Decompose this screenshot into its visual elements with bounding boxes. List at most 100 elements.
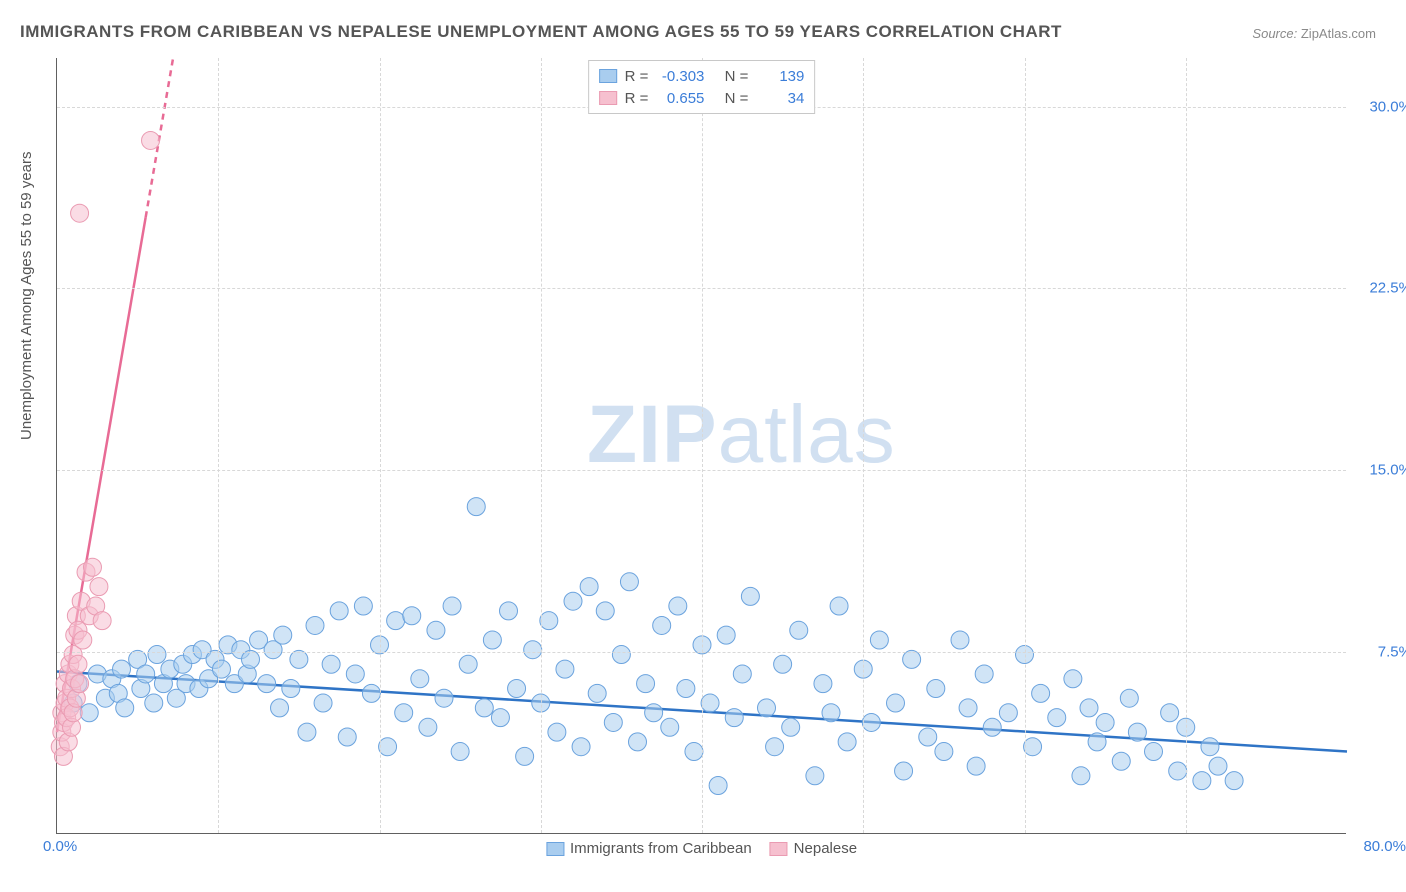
y-tick-label: 7.5% — [1352, 644, 1406, 661]
data-point — [685, 743, 703, 761]
chart-plot-area: ZIPatlas R = -0.303 N = 139 R = 0.655 N … — [56, 58, 1346, 834]
data-point — [71, 675, 89, 693]
data-point — [661, 718, 679, 736]
data-point — [895, 762, 913, 780]
swatch-caribbean-bottom — [546, 842, 564, 856]
data-point — [645, 704, 663, 722]
data-point — [951, 631, 969, 649]
data-point — [346, 665, 364, 683]
data-point — [483, 631, 501, 649]
data-point — [790, 621, 808, 639]
data-point — [451, 743, 469, 761]
gridline-v — [1025, 58, 1026, 833]
data-point — [1169, 762, 1187, 780]
data-point — [1161, 704, 1179, 722]
correlation-legend: R = -0.303 N = 139 R = 0.655 N = 34 — [588, 60, 816, 114]
swatch-nepalese — [599, 91, 617, 105]
swatch-nepalese-bottom — [770, 842, 788, 856]
data-point — [142, 131, 160, 149]
y-tick-label: 22.5% — [1352, 280, 1406, 297]
data-point — [330, 602, 348, 620]
data-point — [524, 641, 542, 659]
legend-item-nepalese: Nepalese — [770, 840, 857, 857]
data-point — [1088, 733, 1106, 751]
data-point — [116, 699, 134, 717]
r-value-nepalese: 0.655 — [656, 90, 704, 107]
swatch-caribbean — [599, 69, 617, 83]
data-point — [766, 738, 784, 756]
data-point — [274, 626, 292, 644]
gridline-v — [218, 58, 219, 833]
data-point — [1209, 757, 1227, 775]
data-point — [258, 675, 276, 693]
data-point — [1096, 713, 1114, 731]
data-point — [758, 699, 776, 717]
data-point — [395, 704, 413, 722]
chart-title: IMMIGRANTS FROM CARIBBEAN VS NEPALESE UN… — [20, 22, 1062, 42]
x-tick-min: 0.0% — [43, 838, 77, 855]
data-point — [806, 767, 824, 785]
data-point — [830, 597, 848, 615]
data-point — [741, 587, 759, 605]
data-point — [999, 704, 1017, 722]
gridline-v — [863, 58, 864, 833]
data-point — [733, 665, 751, 683]
y-tick-label: 30.0% — [1352, 98, 1406, 115]
gridline-v — [702, 58, 703, 833]
data-point — [1080, 699, 1098, 717]
source-attribution: Source: ZipAtlas.com — [1252, 26, 1376, 41]
data-point — [500, 602, 518, 620]
data-point — [580, 578, 598, 596]
data-point — [838, 733, 856, 751]
data-point — [1032, 684, 1050, 702]
r-label: R = — [625, 90, 649, 107]
data-point — [80, 704, 98, 722]
data-point — [887, 694, 905, 712]
data-point — [935, 743, 953, 761]
data-point — [774, 655, 792, 673]
data-point — [322, 655, 340, 673]
data-point — [74, 631, 92, 649]
data-point — [564, 592, 582, 610]
x-tick-max: 80.0% — [1363, 838, 1406, 855]
data-point — [604, 713, 622, 731]
data-point — [403, 607, 421, 625]
data-point — [548, 723, 566, 741]
data-point — [338, 728, 356, 746]
data-point — [822, 704, 840, 722]
data-point — [271, 699, 289, 717]
legend-label-caribbean: Immigrants from Caribbean — [570, 840, 752, 857]
data-point — [629, 733, 647, 751]
data-point — [1193, 772, 1211, 790]
data-point — [306, 616, 324, 634]
n-label: N = — [725, 90, 749, 107]
data-point — [411, 670, 429, 688]
data-point — [90, 578, 108, 596]
data-point — [1145, 743, 1163, 761]
data-point — [443, 597, 461, 615]
data-point — [596, 602, 614, 620]
legend-label-nepalese: Nepalese — [794, 840, 857, 857]
data-point — [379, 738, 397, 756]
data-point — [814, 675, 832, 693]
data-point — [782, 718, 800, 736]
data-point — [354, 597, 372, 615]
r-value-caribbean: -0.303 — [656, 68, 704, 85]
data-point — [282, 680, 300, 698]
data-point — [508, 680, 526, 698]
data-point — [475, 699, 493, 717]
data-point — [387, 612, 405, 630]
data-point — [435, 689, 453, 707]
data-point — [653, 616, 671, 634]
gridline-v — [541, 58, 542, 833]
data-point — [298, 723, 316, 741]
data-point — [975, 665, 993, 683]
data-point — [212, 660, 230, 678]
data-point — [959, 699, 977, 717]
data-point — [1128, 723, 1146, 741]
y-axis-label: Unemployment Among Ages 55 to 59 years — [18, 151, 35, 440]
data-point — [927, 680, 945, 698]
data-point — [516, 747, 534, 765]
data-point — [427, 621, 445, 639]
n-label: N = — [725, 68, 749, 85]
